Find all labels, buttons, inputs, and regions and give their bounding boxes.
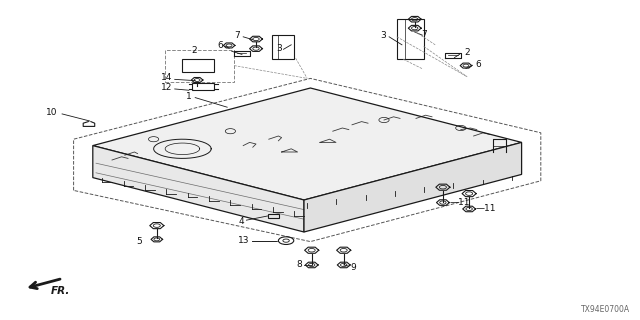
- Text: 2: 2: [191, 46, 197, 55]
- Text: 2: 2: [464, 48, 470, 57]
- Text: 4: 4: [239, 217, 244, 226]
- Bar: [272, 35, 294, 59]
- Text: 7: 7: [421, 30, 427, 39]
- Text: —11: —11: [476, 204, 496, 213]
- Bar: [268, 214, 279, 218]
- Text: 9: 9: [351, 263, 356, 272]
- Text: —11: —11: [450, 198, 470, 207]
- Polygon shape: [93, 88, 522, 200]
- Polygon shape: [304, 142, 522, 232]
- Text: 12: 12: [161, 83, 173, 92]
- Polygon shape: [93, 146, 304, 232]
- Text: 13: 13: [238, 236, 250, 245]
- Text: 14: 14: [161, 73, 173, 82]
- Bar: [165, 50, 234, 82]
- Bar: [397, 19, 424, 59]
- Text: 3: 3: [276, 44, 282, 53]
- Text: 1: 1: [186, 92, 192, 101]
- Text: 6: 6: [475, 60, 481, 69]
- Text: 8: 8: [296, 260, 302, 269]
- Text: 7: 7: [234, 31, 240, 40]
- Text: 10: 10: [46, 108, 58, 117]
- Text: FR.: FR.: [51, 286, 70, 296]
- Bar: [182, 59, 214, 72]
- Text: 5: 5: [137, 237, 142, 246]
- Text: 6: 6: [217, 41, 223, 50]
- Text: 3: 3: [380, 31, 386, 40]
- Text: TX94E0700A: TX94E0700A: [581, 305, 630, 314]
